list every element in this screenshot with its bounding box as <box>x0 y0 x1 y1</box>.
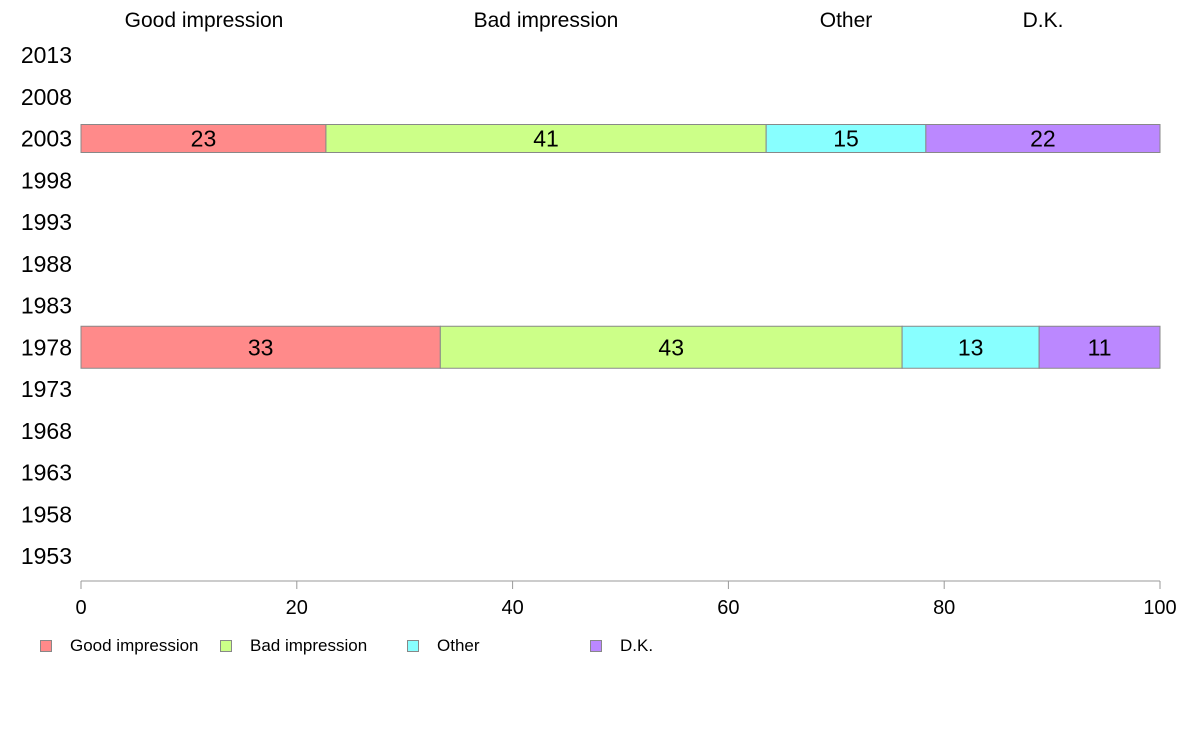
x-tick-label: 40 <box>501 597 523 619</box>
bar-segment <box>1038 325 1161 369</box>
bar-segment <box>925 124 1161 153</box>
legend: Good impression Bad impression Other D.K. <box>40 636 1140 656</box>
year-label: 1973 <box>21 376 72 402</box>
legend-item: Bad impression <box>220 636 367 656</box>
column-header-labels: Good impression Bad impression Other D.K. <box>125 9 1064 32</box>
year-label: 1978 <box>21 334 72 360</box>
year-label: 1998 <box>21 167 72 193</box>
year-label: 1988 <box>21 251 72 277</box>
legend-swatch <box>407 640 419 652</box>
legend-label: Other <box>437 636 480 655</box>
bar-segment <box>80 124 327 153</box>
year-label: 1993 <box>21 209 72 235</box>
year-label: 1968 <box>21 418 72 444</box>
bar-segments: 23 41 15 22 33 43 13 11 <box>80 124 1161 369</box>
x-tick-label: 100 <box>1143 597 1176 619</box>
year-label: 2003 <box>21 126 72 152</box>
legend-item: D.K. <box>590 636 653 656</box>
legend-swatch <box>40 640 52 652</box>
legend-item: Other <box>407 636 480 656</box>
legend-label: D.K. <box>620 636 654 655</box>
bar-value-label: 15 <box>833 126 859 152</box>
year-axis-labels: 2013 2008 2003 1998 1993 1988 1983 1978 1973 1968… <box>21 42 72 569</box>
bar-value-label: 13 <box>958 334 984 360</box>
legend-item: Good impression <box>40 636 199 656</box>
bar-segment <box>80 325 441 369</box>
bar-value-label: 43 <box>658 334 684 360</box>
year-label: 1983 <box>21 293 72 319</box>
x-tick-label: 80 <box>933 597 955 619</box>
x-tick-label: 20 <box>286 597 308 619</box>
column-header-label: D.K. <box>1023 9 1064 32</box>
year-label: 1963 <box>21 460 72 486</box>
year-label: 1958 <box>21 501 72 527</box>
bar-segment <box>901 325 1040 369</box>
legend-swatch <box>220 640 232 652</box>
legend-label: Good impression <box>70 636 199 655</box>
year-label: 2008 <box>21 84 72 110</box>
column-header-label: Bad impression <box>474 9 619 32</box>
bar-value-label: 23 <box>191 126 217 152</box>
bar-value-label: 22 <box>1030 126 1056 152</box>
bar-value-label: 11 <box>1088 334 1112 360</box>
legend-label: Bad impression <box>250 636 368 655</box>
x-tick-label: 0 <box>75 597 86 619</box>
bar-value-label: 41 <box>533 126 559 152</box>
legend-swatch <box>590 640 602 652</box>
bar-segment <box>325 124 767 153</box>
column-header-label: Good impression <box>125 9 284 32</box>
bar-segment <box>439 325 903 369</box>
x-tick-label: 60 <box>717 597 739 619</box>
column-header-label: Other <box>820 9 873 32</box>
bar-value-label: 33 <box>248 334 274 360</box>
year-label: 1953 <box>21 543 72 569</box>
x-axis: 0 20 40 60 80 100 <box>75 580 1177 619</box>
bar-segment <box>765 124 927 153</box>
year-label: 2013 <box>21 42 72 68</box>
